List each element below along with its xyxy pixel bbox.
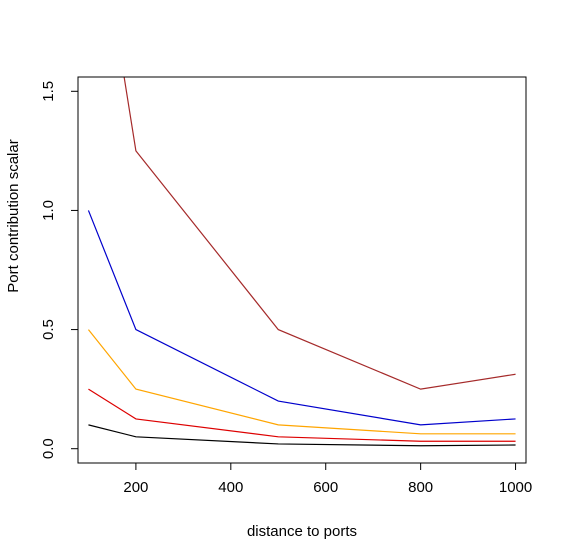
y-axis-label: Port contribution scalar	[5, 139, 22, 292]
series-line-3	[87, 329, 516, 435]
x-tick-label: 400	[218, 479, 243, 496]
x-tick-label: 1000	[499, 479, 532, 496]
series-line-5	[123, 77, 516, 390]
series-line-1	[88, 424, 516, 447]
y-tick-label: 0.0	[40, 438, 57, 459]
x-axis-label: distance to ports	[247, 523, 357, 540]
y-tick-label: 0.5	[40, 319, 57, 340]
x-tick-label: 800	[408, 479, 433, 496]
x-tick-label: 200	[123, 479, 148, 496]
x-axis: 200 400 600 800 1000	[123, 462, 532, 496]
y-tick-label: 1.5	[40, 81, 57, 102]
y-axis: 0.0 0.5 1.0 1.5	[40, 81, 79, 459]
y-tick-label: 1.0	[40, 200, 57, 221]
x-tick-label: 600	[313, 479, 338, 496]
series-layer	[87, 77, 516, 447]
series-line-2	[88, 388, 516, 442]
series-line-4	[87, 210, 516, 426]
